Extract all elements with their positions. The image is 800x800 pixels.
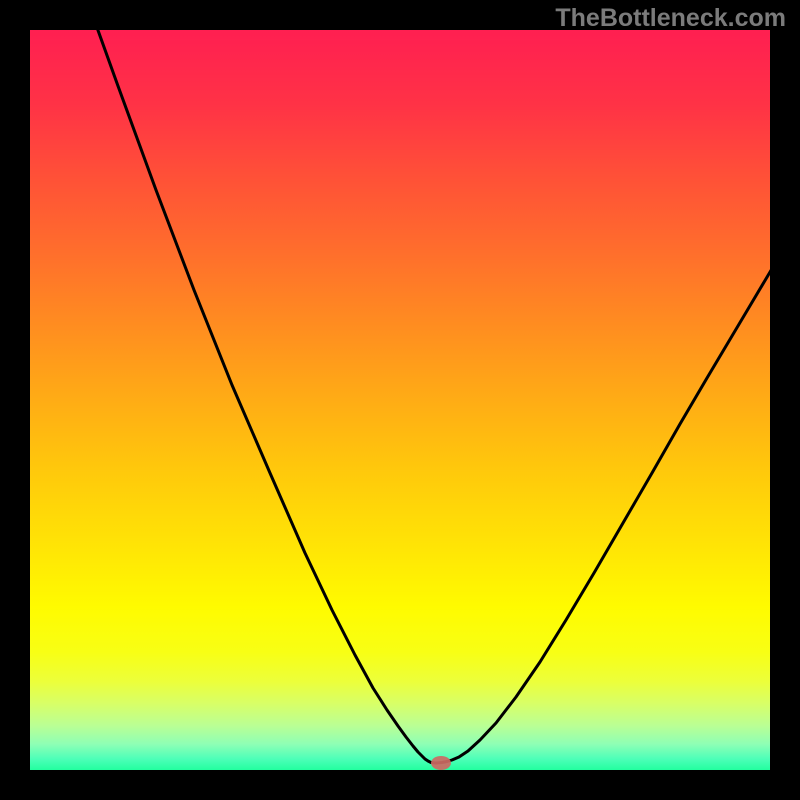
gradient-field xyxy=(30,30,770,770)
watermark-text: TheBottleneck.com xyxy=(555,4,786,33)
chart-container: TheBottleneck.com xyxy=(0,0,800,800)
optimal-point-marker xyxy=(431,756,451,770)
bottleneck-chart xyxy=(0,0,800,800)
